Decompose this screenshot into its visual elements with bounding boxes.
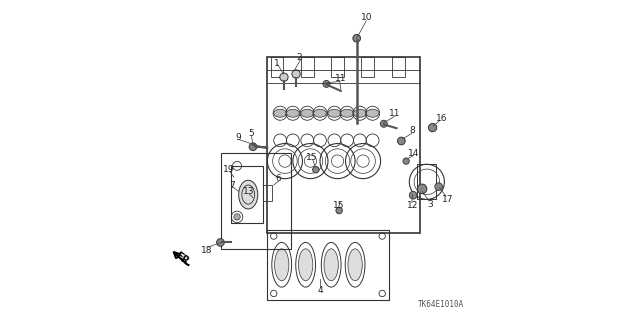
- Text: 15: 15: [307, 153, 318, 162]
- Circle shape: [234, 214, 240, 220]
- Text: 16: 16: [435, 114, 447, 122]
- Text: 3: 3: [427, 200, 433, 209]
- Text: 17: 17: [442, 195, 453, 204]
- Ellipse shape: [301, 109, 314, 117]
- Ellipse shape: [328, 109, 340, 117]
- Text: 18: 18: [201, 246, 212, 255]
- Text: 13: 13: [243, 187, 254, 196]
- Text: 11: 11: [335, 74, 346, 83]
- Bar: [392, 57, 404, 77]
- Bar: [262, 185, 272, 201]
- Circle shape: [313, 167, 319, 173]
- Ellipse shape: [340, 109, 353, 117]
- Ellipse shape: [275, 249, 289, 281]
- Bar: [271, 57, 284, 77]
- Text: 6: 6: [276, 174, 282, 183]
- Text: 15: 15: [333, 201, 345, 210]
- Text: 14: 14: [408, 149, 420, 158]
- Circle shape: [323, 80, 330, 87]
- Text: 11: 11: [389, 109, 401, 118]
- Bar: [301, 57, 314, 77]
- Text: FR.: FR.: [173, 251, 193, 269]
- Bar: [268, 230, 388, 300]
- Ellipse shape: [314, 109, 326, 117]
- Text: 8: 8: [410, 126, 415, 135]
- Ellipse shape: [239, 180, 258, 209]
- Ellipse shape: [366, 109, 379, 117]
- Circle shape: [428, 123, 436, 132]
- Circle shape: [380, 120, 387, 127]
- Circle shape: [217, 239, 224, 246]
- Bar: [417, 164, 436, 199]
- Circle shape: [353, 34, 360, 42]
- Circle shape: [417, 184, 427, 194]
- Text: 5: 5: [248, 130, 254, 138]
- Bar: [221, 153, 291, 249]
- Circle shape: [397, 137, 405, 145]
- Ellipse shape: [287, 109, 300, 117]
- Text: 4: 4: [317, 286, 323, 295]
- Text: 12: 12: [407, 201, 418, 210]
- Text: 19: 19: [223, 165, 235, 174]
- Bar: [268, 57, 420, 233]
- Ellipse shape: [274, 109, 287, 117]
- Text: TK64E1010A: TK64E1010A: [418, 300, 465, 309]
- Circle shape: [410, 191, 417, 199]
- Circle shape: [435, 183, 442, 190]
- Ellipse shape: [298, 249, 313, 281]
- Bar: [331, 57, 344, 77]
- Text: 7: 7: [229, 181, 235, 189]
- Text: 9: 9: [236, 133, 241, 142]
- Bar: [230, 166, 262, 223]
- Circle shape: [280, 73, 288, 81]
- Ellipse shape: [348, 249, 362, 281]
- Circle shape: [403, 158, 410, 164]
- Bar: [362, 57, 374, 77]
- Text: 10: 10: [360, 13, 372, 22]
- Text: 1: 1: [274, 59, 280, 68]
- Ellipse shape: [324, 249, 339, 281]
- Circle shape: [336, 207, 342, 214]
- Circle shape: [292, 70, 300, 78]
- Ellipse shape: [353, 109, 366, 117]
- Text: 2: 2: [296, 53, 302, 62]
- Circle shape: [249, 143, 257, 151]
